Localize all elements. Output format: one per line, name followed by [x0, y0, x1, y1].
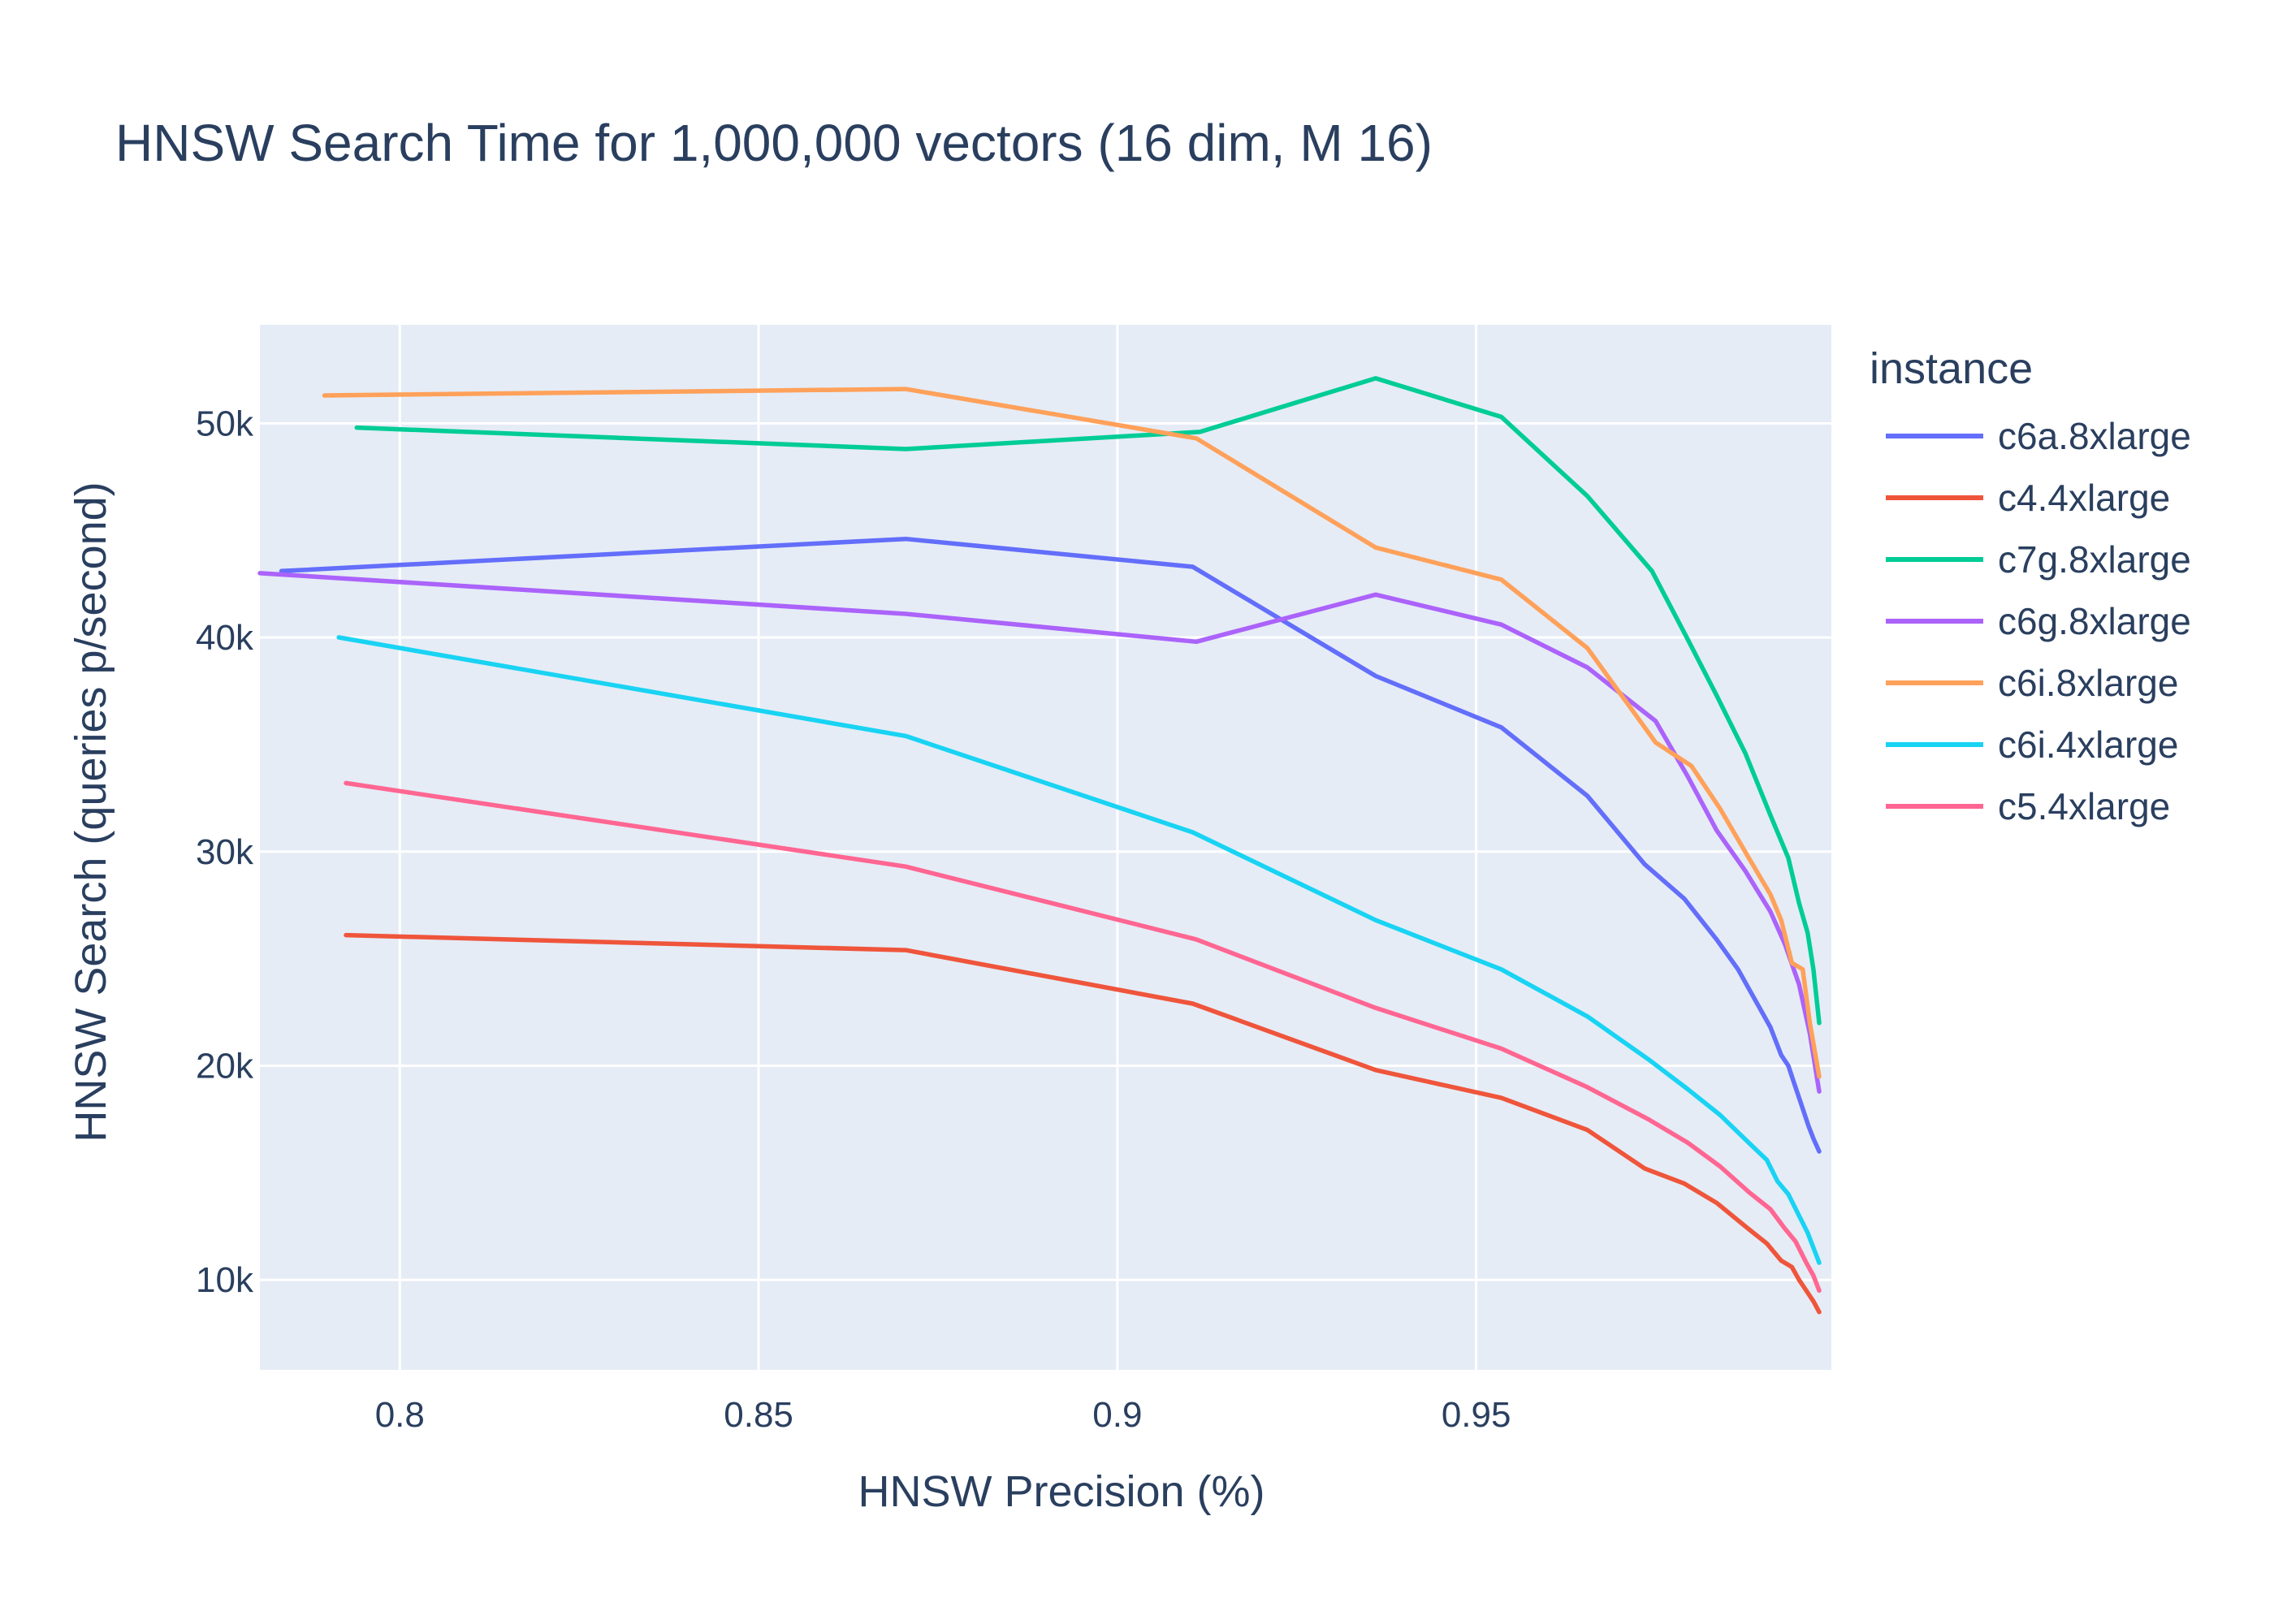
x-gridlines — [398, 325, 1478, 1370]
legend-label: c7g.8xlarge — [1998, 538, 2191, 581]
legend-label: c6i.4xlarge — [1998, 723, 2178, 766]
legend-label: c4.4xlarge — [1998, 477, 2170, 519]
legend-label: c6g.8xlarge — [1998, 600, 2191, 642]
x-tick-label: 0.85 — [724, 1395, 793, 1435]
series-lines — [257, 376, 1822, 1315]
series-line-c6a.8xlarge — [279, 536, 1822, 1154]
series-line-c4.4xlarge — [344, 932, 1822, 1315]
x-tick-label: 0.9 — [1092, 1395, 1142, 1435]
y-tick-label: 20k — [196, 1047, 254, 1086]
plot-area — [260, 325, 1831, 1370]
y-gridlines — [260, 421, 1831, 1281]
series-line-c7g.8xlarge — [354, 376, 1822, 1026]
series-line-c5.4xlarge — [344, 780, 1822, 1294]
x-tick-label: 0.8 — [375, 1395, 425, 1435]
series-line-c6g.8xlarge — [257, 571, 1822, 1094]
legend-items: c6a.8xlarge c4.4xlarge c7g.8xlarge c6g.8xla… — [1886, 415, 2191, 827]
y-tick-label: 30k — [196, 832, 254, 872]
series-line-c6i.4xlarge — [336, 635, 1822, 1265]
x-axis-title: HNSW Precision (%) — [858, 1467, 1265, 1516]
legend-title: instance — [1870, 344, 2033, 393]
y-tick-label: 40k — [196, 618, 254, 658]
legend-label: c5.4xlarge — [1998, 785, 2170, 827]
legend: instance c6a.8xlarge c4.4xlarge c7g.8xlarg… — [1870, 344, 2191, 827]
x-tick-label: 0.95 — [1442, 1395, 1511, 1435]
legend-label: c6i.8xlarge — [1998, 662, 2178, 704]
legend-label: c6a.8xlarge — [1998, 415, 2191, 457]
chart-title: HNSW Search Time for 1,000,000 vectors (… — [115, 114, 1433, 172]
series-line-c6i.8xlarge — [322, 387, 1822, 1079]
x-tick-labels: 0.8 0.85 0.9 0.95 — [375, 1395, 1511, 1435]
y-axis-title: HNSW Search (queries p/second) — [67, 482, 115, 1142]
y-tick-labels: 10k 20k 30k 40k 50k — [196, 404, 254, 1300]
y-tick-label: 50k — [196, 404, 254, 443]
y-tick-label: 10k — [196, 1260, 254, 1300]
